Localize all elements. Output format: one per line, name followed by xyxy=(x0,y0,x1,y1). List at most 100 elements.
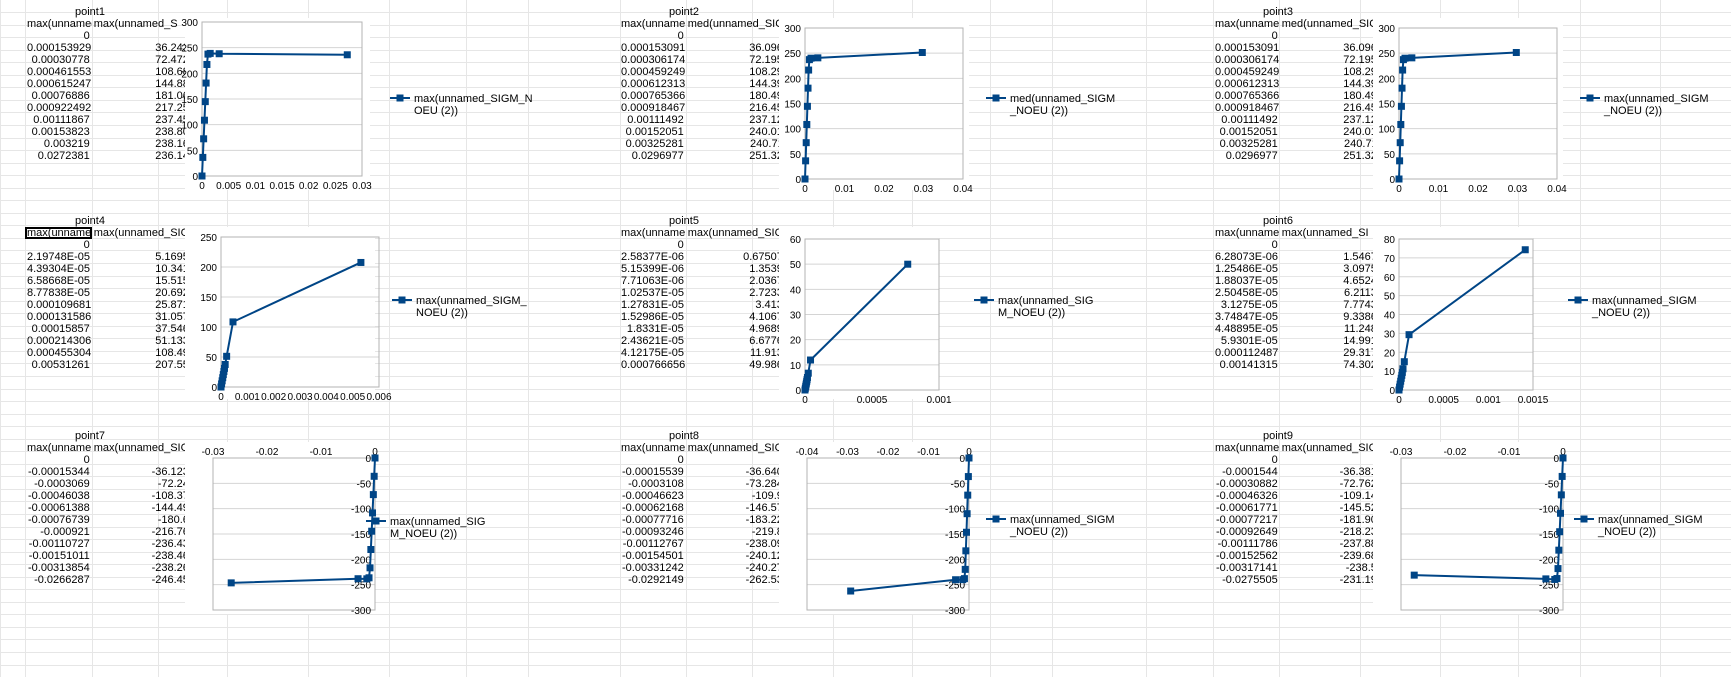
header-cell[interactable]: max(unname xyxy=(621,18,686,30)
table-cell[interactable]: 20.6924 xyxy=(155,287,195,299)
data-point[interactable] xyxy=(1556,528,1564,536)
table-cell[interactable]: 0.0296977 xyxy=(1225,150,1278,162)
table-cell[interactable]: -146.579 xyxy=(745,502,789,514)
table-cell[interactable]: -238.462 xyxy=(151,550,195,562)
table-cell[interactable]: 0.00111492 xyxy=(627,114,684,126)
table-cell[interactable]: -0.0266287 xyxy=(34,574,90,586)
chart[interactable]: 0 50 100 150 200 250 300 0 0.01 0.02 0.03 0.04 xyxy=(1373,18,1567,195)
header-cell[interactable]: max(unname xyxy=(621,442,686,454)
table-cell[interactable]: 4.12175E-05 xyxy=(621,347,684,359)
table-cell[interactable]: 0.000459249 xyxy=(1215,66,1280,78)
data-point[interactable] xyxy=(1398,368,1406,376)
data-point[interactable] xyxy=(198,172,206,180)
data-point[interactable] xyxy=(1396,157,1404,165)
table-cell[interactable]: 0.00325281 xyxy=(1219,138,1278,150)
data-point[interactable] xyxy=(959,576,967,584)
table-cell[interactable]: -0.00062168 xyxy=(621,502,684,514)
table-cell[interactable]: 51.1334 xyxy=(155,335,195,347)
table-cell[interactable]: 10.3415 xyxy=(155,263,195,275)
table-cell[interactable]: -0.00313854 xyxy=(27,562,90,574)
header-cell[interactable]: med(unnamed_SIG xyxy=(1281,18,1378,30)
table-cell[interactable]: 72.4722 xyxy=(155,54,195,66)
table-cell[interactable]: 0.000765366 xyxy=(621,90,686,102)
table-cell[interactable]: 0.000153929 xyxy=(27,42,92,54)
table-cell[interactable]: 6.21136 xyxy=(1344,287,1383,299)
table-cell[interactable]: 0.0296977 xyxy=(631,150,684,162)
table-cell[interactable]: 251.326 xyxy=(1343,150,1383,162)
data-point[interactable] xyxy=(965,454,973,462)
table-cell[interactable]: -238.093 xyxy=(745,538,789,550)
table-cell[interactable]: 0 xyxy=(1280,239,1385,251)
table-cell[interactable]: 0.00030778 xyxy=(31,54,90,66)
data-point[interactable] xyxy=(807,54,815,62)
data-point[interactable] xyxy=(203,60,211,68)
header-cell[interactable]: max(unname xyxy=(1215,227,1280,239)
data-point[interactable] xyxy=(1401,54,1409,62)
table-cell[interactable]: 0.000612313 xyxy=(621,78,686,90)
header-cell[interactable]: max(unnamed_SIGI xyxy=(93,227,193,239)
table-cell[interactable]: 0 xyxy=(686,30,791,42)
chart[interactable]: 0 10 20 30 40 50 60 0 0.0005 0.001 xyxy=(779,227,952,406)
table-cell[interactable]: 0 xyxy=(686,239,791,251)
table-cell[interactable]: -0.00046623 xyxy=(621,490,684,502)
table-cell[interactable]: -0.00046326 xyxy=(1215,490,1278,502)
table-cell[interactable]: 4.39304E-05 xyxy=(27,263,90,275)
header-cell[interactable]: max(unname xyxy=(27,442,92,454)
table-cell[interactable]: 251.326 xyxy=(749,150,789,162)
data-point[interactable] xyxy=(227,579,235,587)
table-cell[interactable]: 0.000131586 xyxy=(27,311,92,323)
table-cell[interactable]: 0 xyxy=(677,454,684,466)
data-table[interactable]: max(unnamemax(unnamed_SIGN002.58377E-060… xyxy=(619,227,791,371)
table-cell[interactable]: -0.00152562 xyxy=(1215,550,1278,562)
table-cell[interactable]: 2.50458E-05 xyxy=(1215,287,1278,299)
table-cell[interactable]: 14.9914 xyxy=(1343,335,1383,347)
table-cell[interactable]: 0.00141315 xyxy=(1219,359,1278,371)
table-cell[interactable]: -108.372 xyxy=(151,490,195,502)
data-point[interactable] xyxy=(964,473,972,481)
table-cell[interactable]: 9.33862 xyxy=(1343,311,1383,323)
table-cell[interactable]: 0 xyxy=(677,30,684,42)
table-cell[interactable]: 74.3024 xyxy=(1343,359,1383,371)
data-point[interactable] xyxy=(370,472,378,480)
table-cell[interactable]: 0 xyxy=(677,239,684,251)
header-cell[interactable]: max(unnamed_SIGN xyxy=(687,227,791,239)
data-point[interactable] xyxy=(814,54,822,62)
table-cell[interactable]: -0.00317141 xyxy=(1215,562,1278,574)
data-point[interactable] xyxy=(1521,246,1529,254)
table-cell[interactable]: -262.537 xyxy=(745,574,789,586)
header-cell[interactable]: max(unname xyxy=(1215,18,1280,30)
table-cell[interactable]: 29.3179 xyxy=(1343,347,1383,359)
table-cell[interactable]: -218.239 xyxy=(1339,526,1383,538)
data-point[interactable] xyxy=(1399,365,1407,373)
table-cell[interactable]: 0.000615247 xyxy=(27,78,92,90)
table-cell[interactable]: 0 xyxy=(83,239,90,251)
table-cell[interactable]: -0.00154501 xyxy=(621,550,684,562)
data-table[interactable]: max(unnamemax(unnamed_SIGM00-0.00015344-… xyxy=(25,442,197,586)
table-cell[interactable]: 1.8331E-05 xyxy=(626,323,684,335)
data-point[interactable] xyxy=(962,547,970,555)
table-cell[interactable]: 238.166 xyxy=(155,138,195,150)
table-cell[interactable]: 0.675072 xyxy=(743,251,789,263)
table-cell[interactable]: 3.1275E-05 xyxy=(1220,299,1278,311)
table-cell[interactable]: 11.2482 xyxy=(1344,323,1383,335)
data-point[interactable] xyxy=(1399,66,1407,74)
table-cell[interactable]: 1.35399 xyxy=(749,263,789,275)
table-cell[interactable]: 0 xyxy=(1280,454,1385,466)
table-cell[interactable]: -36.3815 xyxy=(1339,466,1383,478)
data-point[interactable] xyxy=(805,66,813,74)
table-cell[interactable]: 49.9869 xyxy=(749,359,789,371)
data-point[interactable] xyxy=(1556,509,1564,517)
table-cell[interactable]: 1.02537E-05 xyxy=(621,287,684,299)
data-point[interactable] xyxy=(215,50,223,58)
table-cell[interactable]: 0.0272381 xyxy=(37,150,90,162)
table-cell[interactable]: 240.015 xyxy=(1343,126,1383,138)
table-cell[interactable]: 0 xyxy=(1271,454,1278,466)
table-cell[interactable]: 240.711 xyxy=(1344,138,1383,150)
table-cell[interactable]: -0.00030882 xyxy=(1215,478,1278,490)
table-cell[interactable]: 237.128 xyxy=(1343,114,1383,126)
table-cell[interactable]: 0.000459249 xyxy=(621,66,686,78)
header-cell[interactable]: max(unname xyxy=(621,227,686,239)
table-cell[interactable]: -0.00015539 xyxy=(621,466,684,478)
table-cell[interactable]: -181.903 xyxy=(1339,514,1383,526)
